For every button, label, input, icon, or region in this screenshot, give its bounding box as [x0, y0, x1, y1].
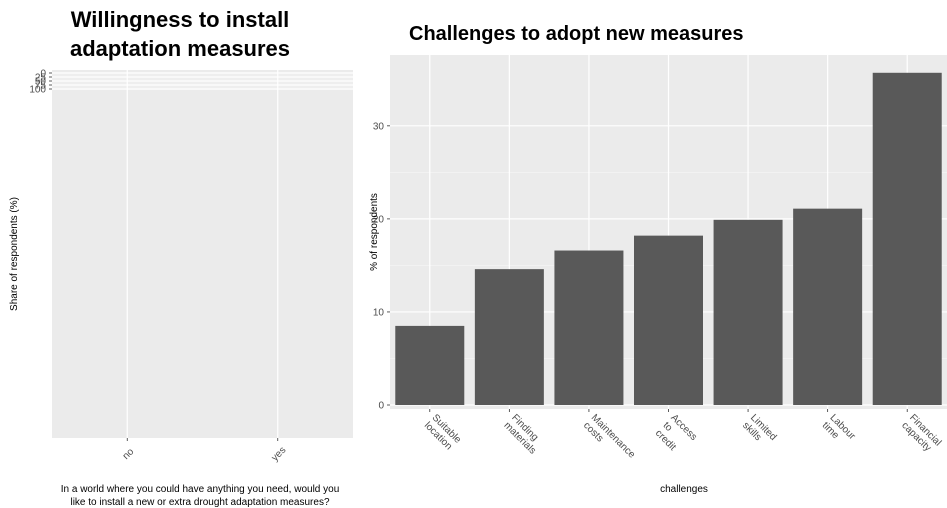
- chart-1-title: Willingness to install: [71, 7, 290, 32]
- chart-2-bar: [554, 250, 624, 405]
- chart-1-xlabel: like to install a new or extra drought a…: [70, 497, 329, 508]
- chart-2-xtick-label-line: credit: [653, 428, 678, 453]
- chart-2-xtick-label-line: Access: [668, 412, 699, 443]
- chart-2-xlabel: challenges: [660, 484, 708, 495]
- chart-2-ytick-label: 0: [378, 401, 384, 412]
- chart-1-xtick-label-line: no: [121, 446, 137, 462]
- chart-1-xtick-label: no: [121, 446, 137, 462]
- chart-2-title: Challenges to adopt new measures: [409, 23, 744, 45]
- chart-1-title: adaptation measures: [70, 36, 290, 61]
- chart-2-bar: [872, 72, 942, 406]
- chart-2-ytick-label: 30: [373, 121, 385, 132]
- chart-1-ytick-label: 100: [29, 85, 46, 96]
- chart-1-xtick-label-line: yes: [270, 445, 289, 464]
- chart-2-bar: [634, 235, 703, 405]
- chart-2-ylabel: % of respondents: [369, 193, 380, 271]
- chart-2-bar: [793, 208, 863, 405]
- chart-1-ytick-label: 75: [35, 81, 47, 92]
- chart-1-ytick-label: 50: [35, 77, 47, 88]
- chart-2-bar: [474, 269, 544, 405]
- chart-1-ytick-label: 25: [35, 73, 47, 84]
- chart-2-ytick-label: 10: [373, 307, 385, 318]
- chart-1-panel: [52, 70, 353, 438]
- chart-2-bar: [395, 325, 465, 405]
- chart-1-xlabel: In a world where you could have anything…: [61, 484, 340, 495]
- chart-1-ytick-label: 0: [40, 69, 46, 80]
- chart-2-ytick-label: 20: [373, 214, 385, 225]
- chart-2-bar: [713, 219, 783, 405]
- chart-1-ylabel: Share of respondents (%): [9, 197, 20, 311]
- chart-1-xtick-label: yes: [270, 445, 289, 464]
